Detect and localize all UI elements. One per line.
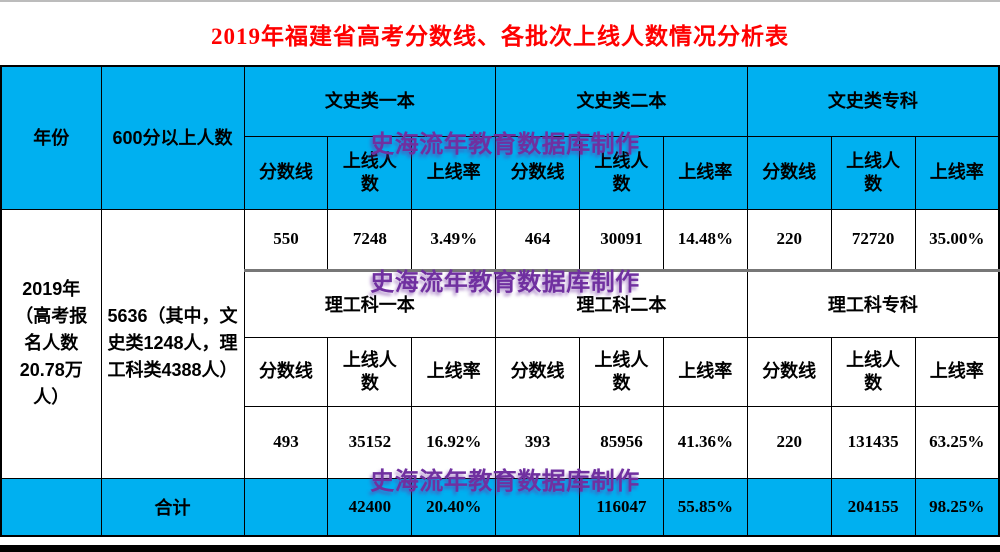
bottom-border-strip bbox=[0, 545, 1000, 552]
subheader-rate: 上线率 bbox=[662, 135, 748, 210]
total-zhuanke-rate: 98.25% bbox=[914, 477, 1000, 537]
total-erben-count: 116047 bbox=[579, 477, 664, 537]
title-bar: 2019年福建省高考分数线、各批次上线人数情况分析表 bbox=[0, 2, 1000, 65]
col-header-year: 年份 bbox=[0, 65, 102, 210]
group-header-wenshi-zhuanke: 文史类专科 bbox=[746, 65, 1000, 137]
total-label: 合计 bbox=[100, 477, 245, 537]
subheader-rate: 上线率 bbox=[411, 135, 497, 210]
ligong-erben-score: 393 bbox=[495, 405, 580, 479]
subheader-count: 上线人数 bbox=[327, 135, 413, 210]
group-header-wenshi-yiben: 文史类一本 bbox=[243, 65, 497, 137]
ligong-zhuanke-count: 131435 bbox=[830, 405, 916, 479]
subheader-rate: 上线率 bbox=[914, 135, 1000, 210]
subheader-score-line: 分数线 bbox=[495, 336, 580, 407]
wenshi-erben-count: 30091 bbox=[579, 208, 664, 271]
group-header-ligong-zhuanke: 理工科专科 bbox=[746, 268, 1000, 338]
group-header-row-ligong: 理工科一本 理工科二本 理工科专科 bbox=[1, 268, 1000, 338]
subheader-count: 上线人数 bbox=[579, 135, 664, 210]
subheader-count: 上线人数 bbox=[830, 135, 916, 210]
header-row-top: 年份 600分以上人数 文史类一本 文史类二本 文史类专科 bbox=[0, 65, 1000, 210]
total-wenshi-count: 42400 bbox=[327, 477, 413, 537]
page-title: 2019年福建省高考分数线、各批次上线人数情况分析表 bbox=[211, 23, 789, 49]
wenshi-yiben-score: 550 bbox=[243, 208, 329, 271]
col-header-above600: 600分以上人数 bbox=[100, 65, 245, 210]
wenshi-zhuanke-count: 72720 bbox=[830, 208, 916, 271]
subheader-score-line: 分数线 bbox=[243, 336, 329, 407]
wenshi-yiben-count: 7248 bbox=[327, 208, 413, 271]
wenshi-zhuanke-rate: 35.00% bbox=[914, 208, 1000, 271]
above600-cell: 5636（其中，文史类1248人，理工科类4388人） bbox=[100, 208, 245, 479]
subheader-score-line: 分数线 bbox=[746, 336, 832, 407]
wenshi-yiben-rate: 3.49% bbox=[411, 208, 497, 271]
subheader-score-line: 分数线 bbox=[495, 135, 580, 210]
wenshi-erben-rate: 14.48% bbox=[662, 208, 748, 271]
total-zhuanke-count: 204155 bbox=[830, 477, 916, 537]
total-wenshi-score-empty bbox=[243, 477, 329, 537]
subheader-row-wenshi: 分数线 上线人数 上线率 分数线 上线人数 上线率 分数线 上线人数 上线率 bbox=[1, 135, 1000, 210]
data-row-wenshi: 2019年（高考报名人数20.78万人） 5636（其中，文史类1248人，理工… bbox=[0, 208, 1000, 479]
subheader-count: 上线人数 bbox=[327, 336, 413, 407]
total-row: 合计 42400 20.40% 116047 55.85% 204155 98.… bbox=[0, 477, 1000, 537]
ligong-yiben-count: 35152 bbox=[327, 405, 413, 479]
total-wenshi-rate: 20.40% bbox=[411, 477, 497, 537]
total-erben-rate: 55.85% bbox=[662, 477, 748, 537]
wenshi-erben-score: 464 bbox=[495, 208, 580, 271]
ligong-zhuanke-rate: 63.25% bbox=[914, 405, 1000, 479]
subheader-row-ligong: 分数线 上线人数 上线率 分数线 上线人数 上线率 分数线 上线人数 上线率 bbox=[1, 336, 1000, 407]
group-header-ligong-erben: 理工科二本 bbox=[495, 268, 748, 338]
wenshi-zhuanke-score: 220 bbox=[746, 208, 832, 271]
subheader-score-line: 分数线 bbox=[746, 135, 832, 210]
score-table: 年份 600分以上人数 文史类一本 文史类二本 文史类专科 分数线 上线人数 上… bbox=[0, 65, 1000, 537]
subheader-rate: 上线率 bbox=[914, 336, 1000, 407]
ligong-erben-count: 85956 bbox=[579, 405, 664, 479]
year-cell: 2019年（高考报名人数20.78万人） bbox=[0, 208, 102, 479]
subheader-rate: 上线率 bbox=[411, 336, 497, 407]
ligong-yiben-score: 493 bbox=[243, 405, 329, 479]
ligong-yiben-rate: 16.92% bbox=[411, 405, 497, 479]
subheader-count: 上线人数 bbox=[830, 336, 916, 407]
ligong-erben-rate: 41.36% bbox=[662, 405, 748, 479]
total-erben-score-empty bbox=[495, 477, 580, 537]
group-header-wenshi-erben: 文史类二本 bbox=[495, 65, 748, 137]
subheader-score-line: 分数线 bbox=[243, 135, 329, 210]
subheader-rate: 上线率 bbox=[662, 336, 748, 407]
total-year-cell-empty bbox=[0, 477, 102, 537]
subheader-count: 上线人数 bbox=[579, 336, 664, 407]
total-zhuanke-score-empty bbox=[746, 477, 832, 537]
group-header-ligong-yiben: 理工科一本 bbox=[243, 268, 497, 338]
ligong-zhuanke-score: 220 bbox=[746, 405, 832, 479]
